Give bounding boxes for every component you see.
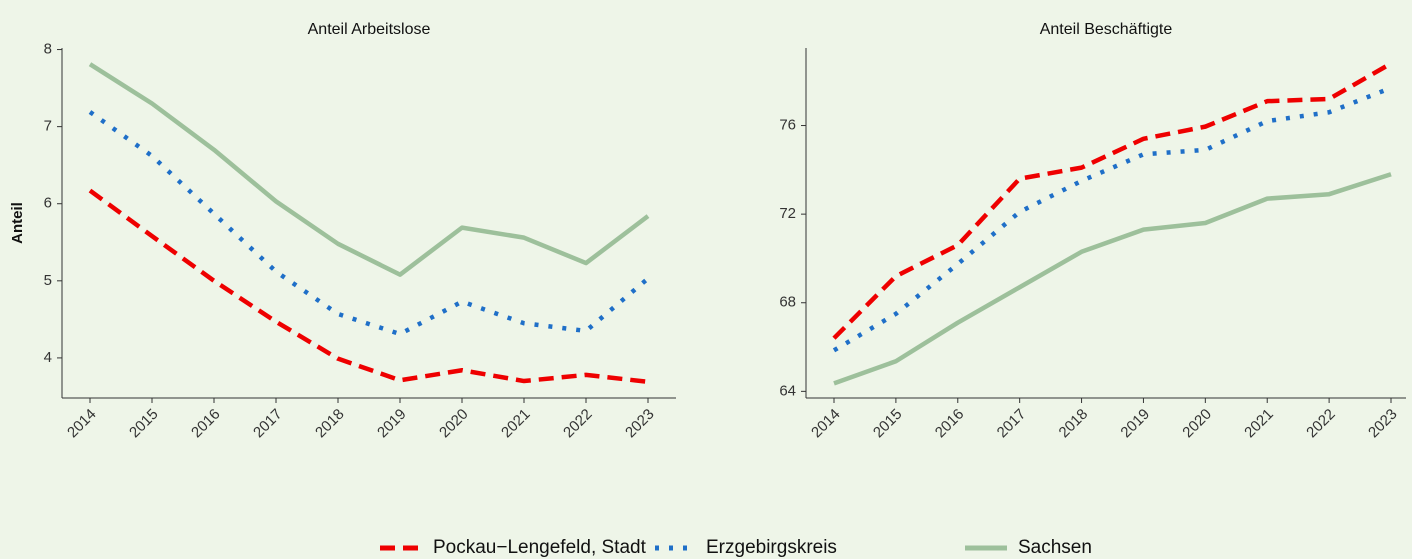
legend-label: Sachsen xyxy=(1018,537,1092,558)
y-tick-label: 64 xyxy=(779,382,796,399)
line-series xyxy=(88,110,650,337)
line-series xyxy=(833,172,1392,386)
legend-label: Erzgebirgskreis xyxy=(706,537,837,558)
y-tick-label: 68 xyxy=(779,294,796,311)
legend-label: Pockau−Lengefeld, Stadt xyxy=(433,537,647,558)
y-tick-label: 4 xyxy=(44,349,52,366)
line-series xyxy=(832,61,1393,340)
y-tick-label: 72 xyxy=(779,205,796,222)
line-series xyxy=(88,188,649,385)
chart-title: Anteil Arbeitslose xyxy=(308,21,431,38)
line-series xyxy=(88,62,650,277)
y-tick-label: 8 xyxy=(44,41,52,58)
y-axis-label: Anteil xyxy=(9,202,26,244)
y-tick-label: 7 xyxy=(44,118,52,135)
y-tick-label: 6 xyxy=(44,195,52,212)
y-tick-label: 5 xyxy=(44,272,52,289)
chart-title: Anteil Beschäftigte xyxy=(1040,21,1173,38)
y-tick-label: 76 xyxy=(779,117,796,134)
